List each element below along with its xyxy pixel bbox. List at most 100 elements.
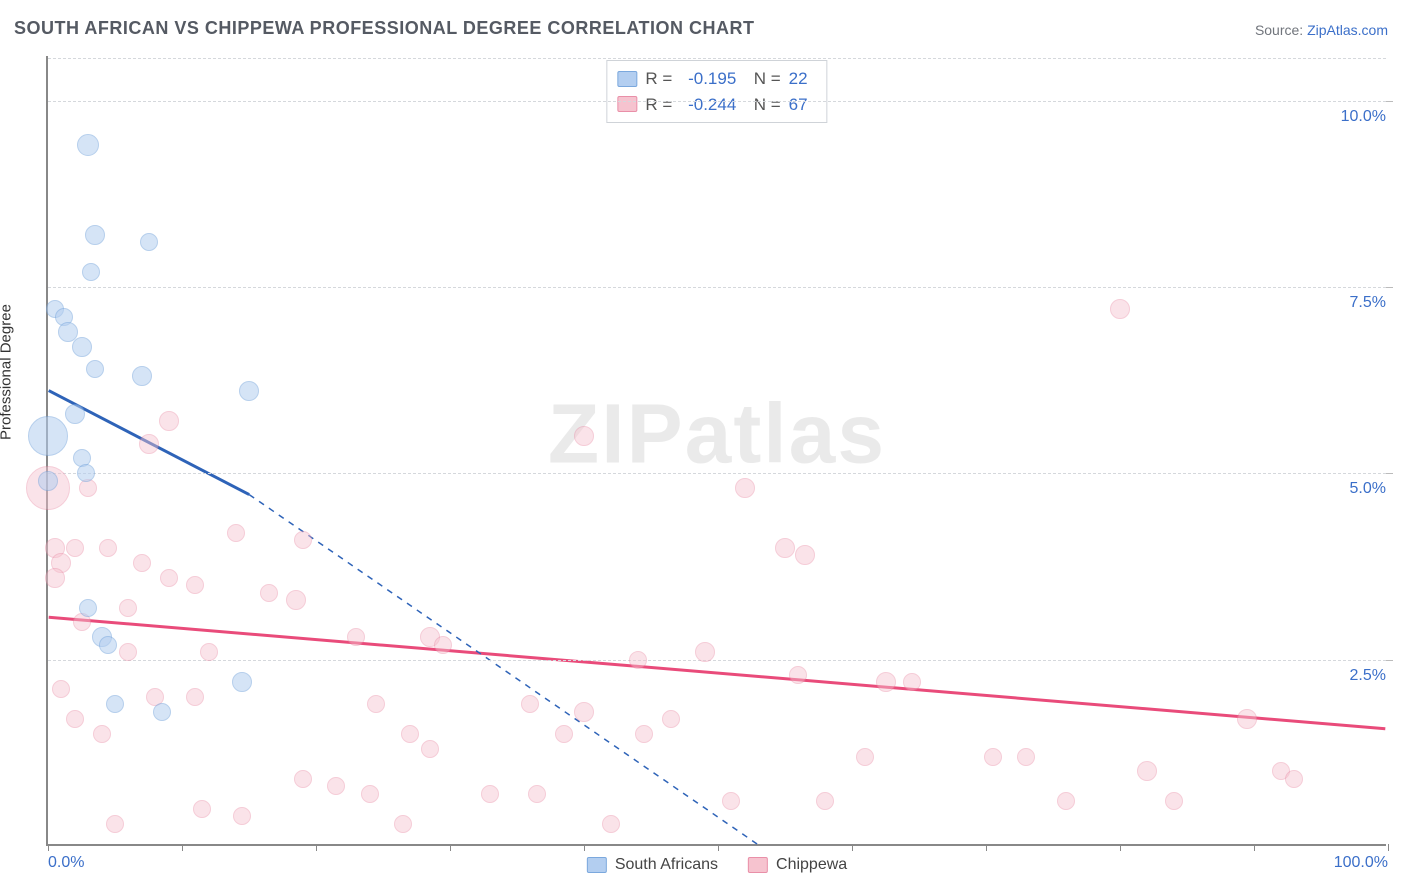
watermark-zip: ZIP [548,387,685,481]
stat-n-chippewa: 67 [789,92,815,118]
stat-n-label: N = [744,92,780,118]
chippewa-point [481,785,499,803]
x-tick-label: 100.0% [1334,854,1388,872]
south-africans-point [28,416,68,456]
watermark: ZIPatlas [548,386,886,483]
chippewa-point [574,426,594,446]
chippewa-point [159,411,179,431]
south-africans-point [140,233,158,251]
chippewa-point [722,792,740,810]
chippewa-point [347,628,365,646]
south-africans-point [132,366,152,386]
chippewa-point [93,725,111,743]
chippewa-point [421,740,439,758]
stats-row-south-africans: R = -0.195 N = 22 [617,66,814,92]
south-africans-point [72,337,92,357]
chippewa-point [629,651,647,669]
chippewa-point [775,538,795,558]
chippewa-point [555,725,573,743]
chippewa-point [1165,792,1183,810]
x-tick [1120,844,1121,851]
chippewa-point [45,568,65,588]
chart-title: SOUTH AFRICAN VS CHIPPEWA PROFESSIONAL D… [14,18,755,39]
bottom-legend: South Africans Chippewa [587,856,847,874]
x-tick [1388,844,1389,851]
source-attribution: Source: ZipAtlas.com [1255,22,1388,38]
chippewa-point [795,545,815,565]
chippewa-point [294,770,312,788]
chippewa-point [876,672,896,692]
y-tick-label: 10.0% [1339,108,1388,126]
stat-n-south-africans: 22 [789,66,815,92]
chippewa-point [193,800,211,818]
chippewa-point [200,643,218,661]
stats-row-chippewa: R = -0.244 N = 67 [617,92,814,118]
x-tick [450,844,451,851]
x-tick [986,844,987,851]
right-tick [1386,287,1393,288]
gridline [48,287,1386,288]
chippewa-point [260,584,278,602]
south-africans-point [79,599,97,617]
chippewa-point [327,777,345,795]
chippewa-point [233,807,251,825]
chippewa-point [186,688,204,706]
chippewa-point [1285,770,1303,788]
south-africans-point [77,134,99,156]
legend-label-south-africans: South Africans [615,856,718,874]
x-tick [1254,844,1255,851]
chippewa-point [903,673,921,691]
chippewa-point [186,576,204,594]
trend-lines [48,56,1386,844]
chippewa-point [1017,748,1035,766]
plot-area: ZIPatlas R = -0.195 N = 22 R = -0.244 N … [46,56,1386,846]
x-tick [852,844,853,851]
south-africans-point [86,360,104,378]
chippewa-point [984,748,1002,766]
source-link[interactable]: ZipAtlas.com [1307,22,1388,38]
y-tick-label: 7.5% [1348,294,1388,312]
right-tick [1386,473,1393,474]
chippewa-point [394,815,412,833]
y-axis-label: Professional Degree [0,304,15,440]
south-africans-point [239,381,259,401]
legend-label-chippewa: Chippewa [776,856,847,874]
legend-swatch-chippewa [748,857,768,873]
chippewa-point [816,792,834,810]
chippewa-point [119,643,137,661]
chart-container: SOUTH AFRICAN VS CHIPPEWA PROFESSIONAL D… [0,0,1406,892]
chippewa-point [139,434,159,454]
gridline [48,660,1386,661]
chippewa-point [227,524,245,542]
chippewa-point [1137,761,1157,781]
south-africans-point [99,636,117,654]
chippewa-point [119,599,137,617]
chippewa-point [66,710,84,728]
south-africans-point [82,263,100,281]
x-tick [182,844,183,851]
south-africans-point [65,404,85,424]
x-tick [718,844,719,851]
stat-r-label: R = [645,92,672,118]
chippewa-point [133,554,151,572]
chippewa-point [99,539,117,557]
chippewa-point [286,590,306,610]
chippewa-point [602,815,620,833]
x-tick [48,844,49,851]
legend-swatch-south-africans [587,857,607,873]
chippewa-point [574,702,594,722]
south-africans-point [38,471,58,491]
stat-r-south-africans: -0.195 [680,66,736,92]
chippewa-point [856,748,874,766]
source-prefix: Source: [1255,22,1307,38]
legend-item-south-africans: South Africans [587,856,718,874]
x-tick-label: 0.0% [48,854,84,872]
y-tick-label: 2.5% [1348,667,1388,685]
stats-legend-box: R = -0.195 N = 22 R = -0.244 N = 67 [606,60,827,123]
chippewa-point [367,695,385,713]
stat-n-label: N = [744,66,780,92]
south-africans-point [106,695,124,713]
chippewa-point [106,815,124,833]
watermark-atlas: atlas [685,387,886,481]
gridline-top [48,58,1386,59]
